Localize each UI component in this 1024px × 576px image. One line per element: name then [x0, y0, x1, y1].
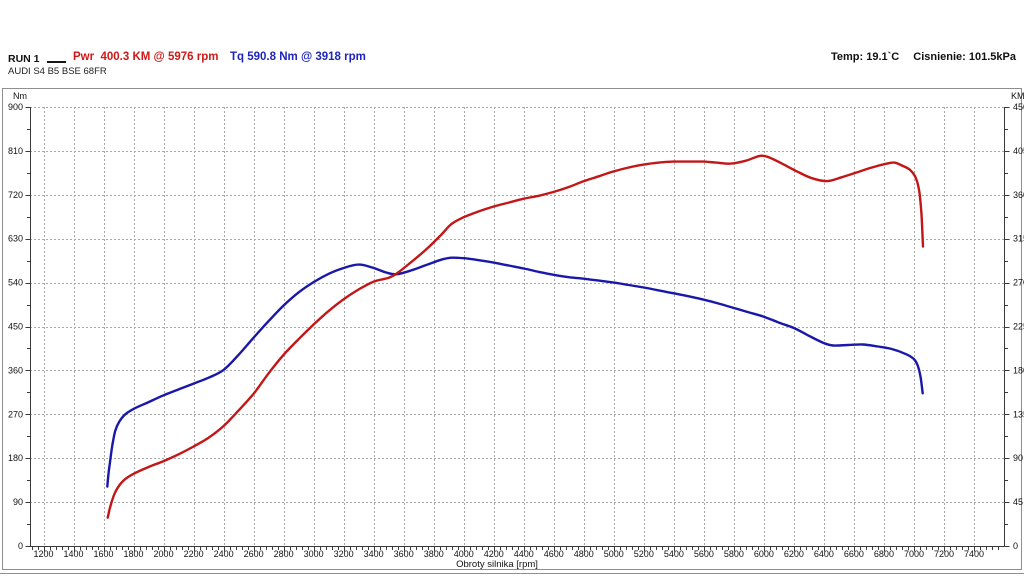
y-right-tick-label: 225 [1013, 322, 1024, 332]
y-right-tick-label: 90 [1013, 453, 1023, 463]
x-tick-label: 1200 [33, 549, 53, 559]
y-right-tick-label: 180 [1013, 365, 1024, 375]
run-label: RUN 1 [8, 53, 40, 65]
y-left-tick-label: 540 [8, 278, 23, 288]
panel-rect [2, 88, 1022, 570]
x-tick-label: 5800 [724, 549, 744, 559]
pressure-label: Cisnienie: 101.5kPa [913, 51, 1016, 63]
x-tick-label: 1800 [124, 549, 144, 559]
x-tick-label: 3400 [364, 549, 384, 559]
y-left-tick-label: 720 [8, 190, 23, 200]
x-tick-label: 7400 [964, 549, 984, 559]
x-tick-label: 3800 [424, 549, 444, 559]
y-right-tick-label: 405 [1013, 146, 1024, 156]
power-curve [106, 154, 925, 519]
axis-labels: 1200 1400 1600 1800 2000 2200 2400 2600 2800 3000… [8, 91, 1024, 570]
y-right-tick-label: 270 [1013, 278, 1024, 288]
x-tick-label: 4400 [514, 549, 534, 559]
x-tick-label: 6800 [874, 549, 894, 559]
y-left-tick-label: 900 [8, 102, 23, 112]
y-right-unit-label: KM [1011, 91, 1024, 101]
x-tick-label: 2000 [154, 549, 174, 559]
x-tick-label: 5000 [604, 549, 624, 559]
y-left-tick-label: 0 [18, 541, 23, 551]
y-right-tick-label: 360 [1013, 190, 1024, 200]
y-left-tick-label: 810 [8, 146, 23, 156]
x-tick-label: 2200 [184, 549, 204, 559]
x-tick-label: 5600 [694, 549, 714, 559]
x-tick-label: 4800 [574, 549, 594, 559]
torque-peak-label: Tq 590.8 Nm @ 3918 rpm [230, 51, 366, 63]
power-peak-label: Pwr 400.3 KM @ 5976 rpm [73, 51, 219, 63]
x-tick-label: 6600 [844, 549, 864, 559]
x-tick-label: 7000 [904, 549, 924, 559]
y-right-tick-label: 135 [1013, 409, 1024, 419]
environment-readout: Temp: 19.1`C Cisnienie: 101.5kPa [817, 51, 1016, 63]
x-tick-label: 7200 [934, 549, 954, 559]
y-left-tick-label: 630 [8, 234, 23, 244]
y-right-tick-label: 45 [1013, 497, 1023, 507]
x-tick-label: 6200 [784, 549, 804, 559]
x-tick-label: 3200 [334, 549, 354, 559]
y-left-tick-label: 270 [8, 409, 23, 419]
torque-curve [106, 256, 924, 488]
y-left-tick-label: 450 [8, 322, 23, 332]
y-right-tick-label: 0 [1013, 541, 1018, 551]
y-right-tick-label: 450 [1013, 102, 1024, 112]
temperature-label: Temp: 19.1`C [831, 51, 900, 63]
panel-border [0, 88, 1024, 574]
x-tick-label: 4600 [544, 549, 564, 559]
y-left-unit-label: Nm [13, 91, 27, 101]
y-left-tick-label: 360 [8, 365, 23, 375]
x-tick-label: 4000 [454, 549, 474, 559]
x-tick-label: 3600 [394, 549, 414, 559]
x-tick-label: 6000 [754, 549, 774, 559]
x-tick-label: 1400 [64, 549, 84, 559]
x-tick-label: 2400 [214, 549, 234, 559]
vehicle-label: AUDI S4 B5 BSE 68FR [8, 66, 107, 77]
y-left-tick-label: 180 [8, 453, 23, 463]
x-tick-label: 3000 [304, 549, 324, 559]
y-right-tick-label: 315 [1013, 234, 1024, 244]
x-tick-label: 5400 [664, 549, 684, 559]
x-tick-label: 2800 [274, 549, 294, 559]
x-tick-label: 1600 [94, 549, 114, 559]
run-legend-line-icon [47, 61, 66, 63]
x-tick-label: 2600 [244, 549, 264, 559]
x-axis-title: Obroty silnika [rpm] [456, 559, 538, 570]
axes [25, 107, 1010, 552]
x-tick-label: 5200 [634, 549, 654, 559]
x-tick-label: 6400 [814, 549, 834, 559]
x-tick-label: 4200 [484, 549, 504, 559]
y-left-tick-label: 90 [13, 497, 23, 507]
